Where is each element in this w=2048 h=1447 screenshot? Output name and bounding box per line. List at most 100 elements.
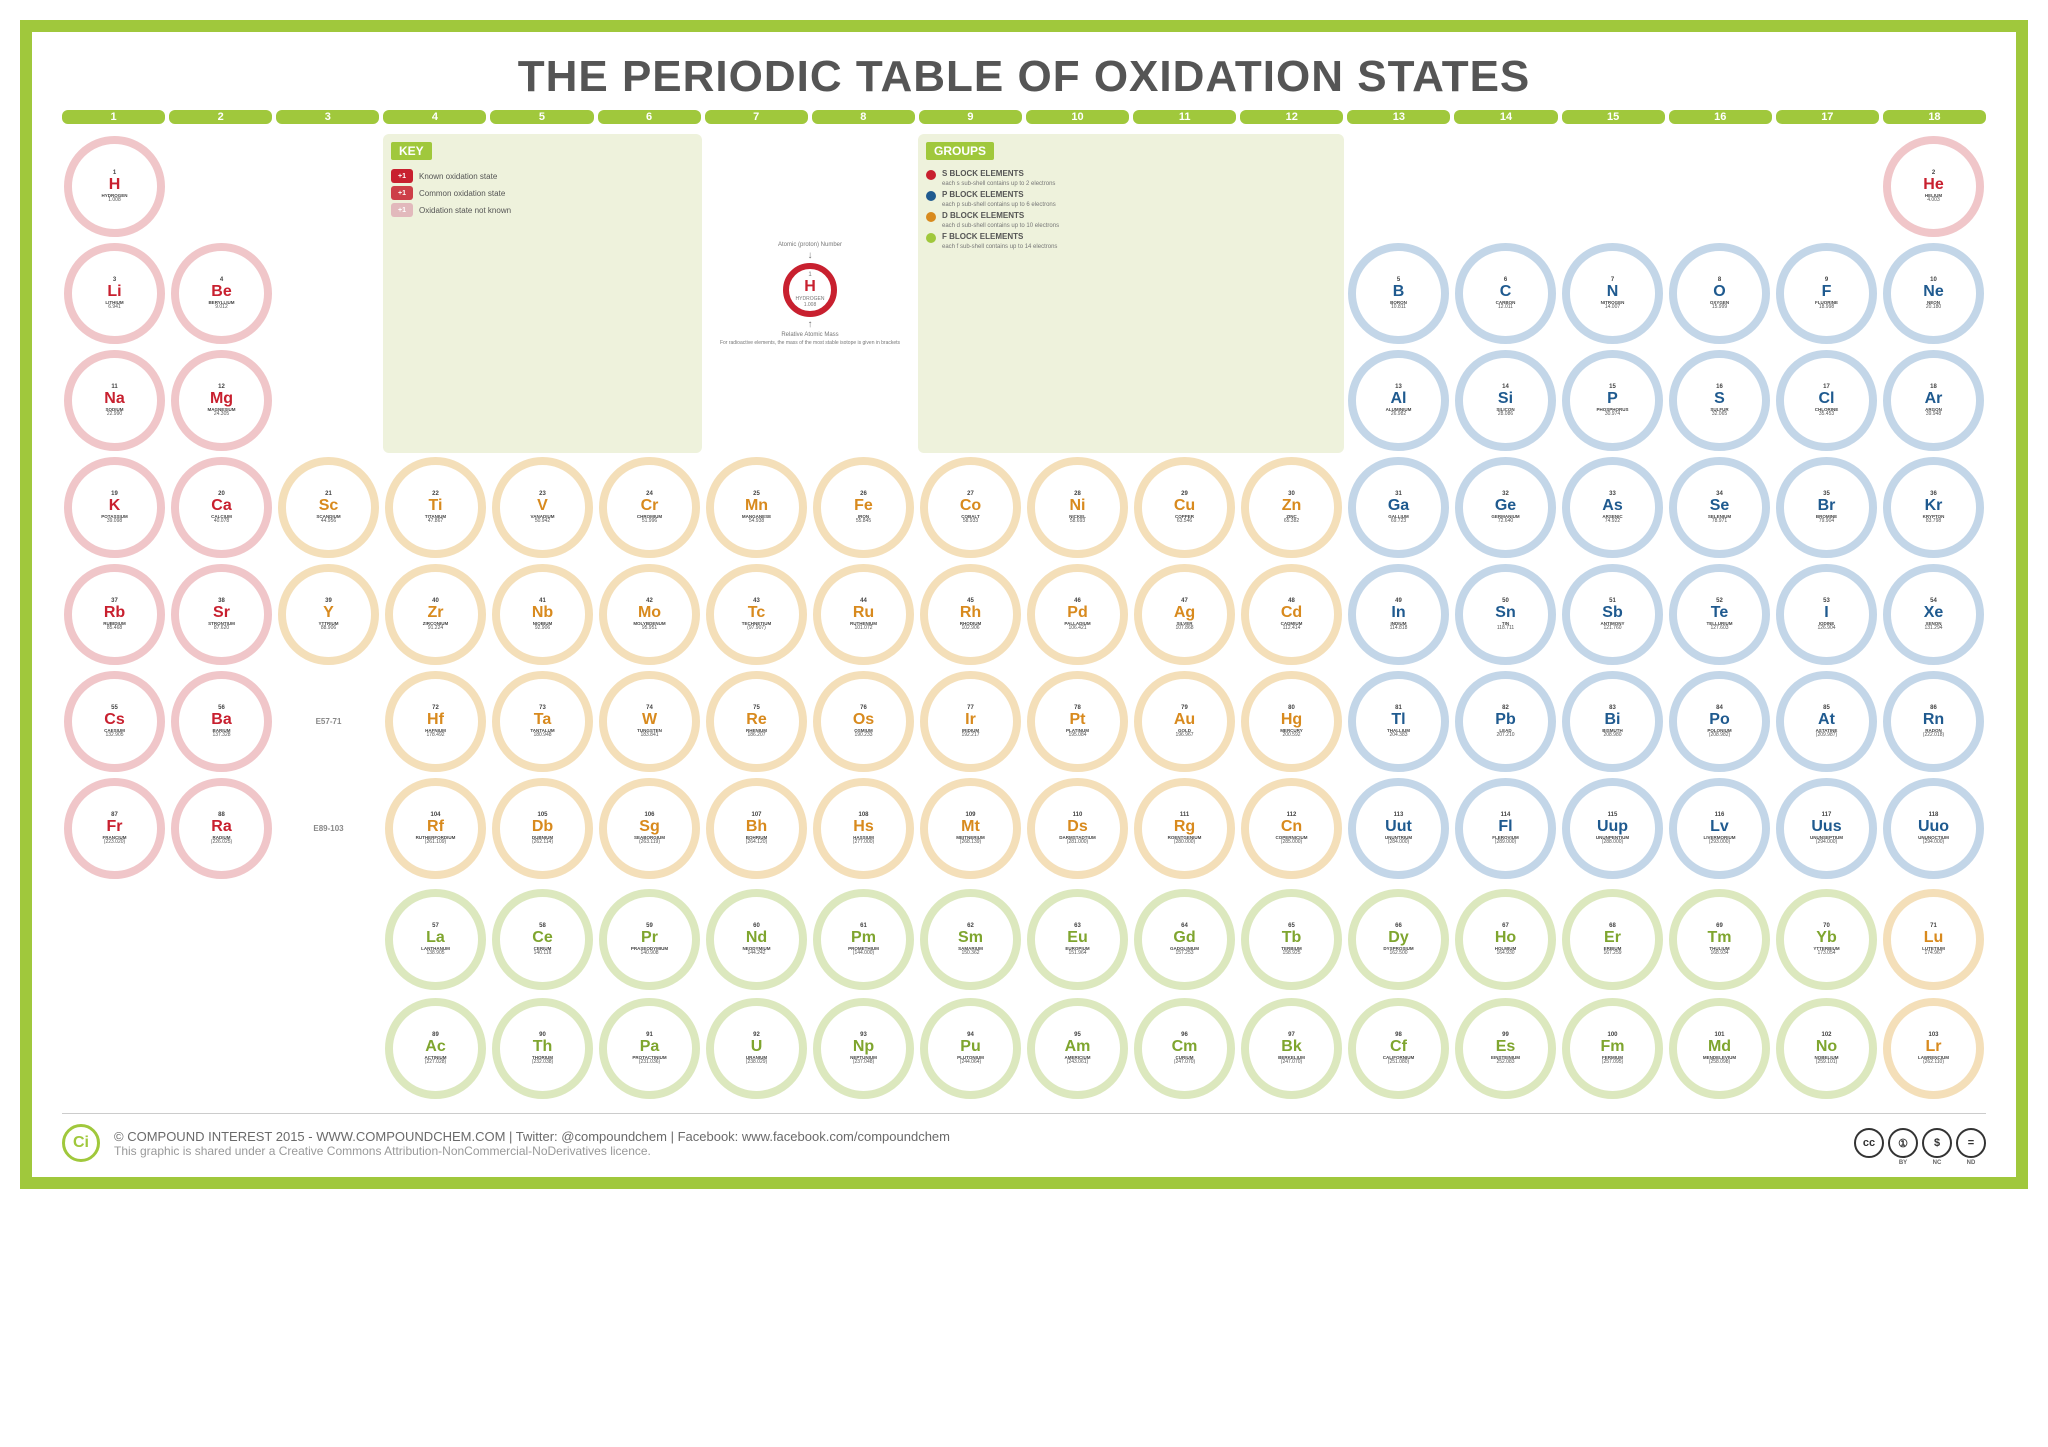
element-Db: 105DbDUBNIUM(262.114) <box>490 776 595 881</box>
atomic-mass: 192.217 <box>961 733 979 738</box>
element-Ag: 47AgSILVER107.868 <box>1132 562 1237 667</box>
element-He: 2HeHELIUM4.003 <box>1881 134 1986 239</box>
element-symbol: Re <box>746 712 766 728</box>
element-symbol: Ru <box>853 605 874 621</box>
atomic-mass: 54.938 <box>749 519 764 524</box>
footer-attribution: © COMPOUND INTEREST 2015 - WWW.COMPOUNDC… <box>114 1129 1840 1144</box>
atomic-mass: (251.080) <box>1388 1060 1409 1065</box>
element-symbol: W <box>642 712 657 728</box>
group-number: 12 <box>1240 110 1343 124</box>
group-number: 2 <box>169 110 272 124</box>
atomic-mass: 28.086 <box>1498 412 1513 417</box>
atomic-number: 1 <box>113 170 116 176</box>
atomic-number: 39 <box>325 598 332 604</box>
atomic-number: 43 <box>753 598 760 604</box>
element-Ra: 88RaRADIUM(226.025) <box>169 776 274 881</box>
element-Uus: 117UusUNUNSEPTIUM(294.000) <box>1774 776 1879 881</box>
element-symbol: At <box>1818 712 1835 728</box>
element-Sc: 21ScSCANDIUM44.956 <box>276 455 381 560</box>
element-symbol: Br <box>1818 498 1836 514</box>
key-chip: +1 <box>391 169 413 183</box>
atomic-mass: 106.421 <box>1068 626 1086 631</box>
atomic-mass: 204.383 <box>1389 733 1407 738</box>
element-symbol: Bi <box>1604 712 1620 728</box>
element-In: 49InINDIUM114.818 <box>1346 562 1451 667</box>
groups-row: F BLOCK ELEMENTSeach f sub-shell contain… <box>926 232 1336 250</box>
atomic-mass: 74.922 <box>1605 519 1620 524</box>
element-symbol: Li <box>107 284 121 300</box>
atomic-mass: 168.934 <box>1710 951 1728 956</box>
atomic-number: 52 <box>1716 598 1723 604</box>
element-Pr: 59PrPRASEODYMIUM140.908 <box>597 887 702 992</box>
element-C: 6CCARBON12.011 <box>1453 241 1558 346</box>
atomic-number: 111 <box>1180 812 1189 818</box>
legend-bottom-label-2: For radioactive elements, the mass of th… <box>720 340 900 346</box>
element-symbol: Ge <box>1495 498 1516 514</box>
element-symbol: Na <box>104 391 124 407</box>
group-number: 8 <box>812 110 915 124</box>
element-Cu: 29CuCOPPER63.546 <box>1132 455 1237 560</box>
atomic-number: 74 <box>646 705 653 711</box>
atomic-number: 93 <box>860 1032 867 1038</box>
atomic-mass: (144.000) <box>853 951 874 956</box>
element-K: 19KPOTASSIUM39.098 <box>62 455 167 560</box>
element-Uup: 115UupUNUNPENTIUM(288.000) <box>1560 776 1665 881</box>
atomic-number: 30 <box>1288 491 1295 497</box>
atomic-mass: 157.253 <box>1175 951 1193 956</box>
element-symbol: Nd <box>746 930 767 946</box>
group-number: 7 <box>705 110 808 124</box>
element-Nb: 41NbNIOBIUM92.906 <box>490 562 595 667</box>
element-Ta: 73TaTANTALUM180.948 <box>490 669 595 774</box>
group-number: 10 <box>1026 110 1129 124</box>
atomic-mass: 121.760 <box>1603 626 1621 631</box>
atomic-number: 105 <box>537 812 547 818</box>
atomic-number: 67 <box>1502 923 1509 929</box>
atomic-mass: 14.007 <box>1605 305 1620 310</box>
element-Eu: 63EuEUROPIUM151.964 <box>1025 887 1130 992</box>
atomic-mass: (232.038) <box>532 1060 553 1065</box>
atomic-mass: 186.207 <box>747 733 765 738</box>
element-Zn: 30ZnZINC65.382 <box>1239 455 1344 560</box>
atomic-number: 54 <box>1930 598 1937 604</box>
element-symbol: Pm <box>851 930 876 946</box>
element-Lv: 116LvLIVERMORIUM(293.000) <box>1667 776 1772 881</box>
atomic-mass: 78.971 <box>1712 519 1727 524</box>
key-chip: +1 <box>391 186 413 200</box>
element-symbol: Ti <box>429 498 443 514</box>
element-symbol: Sc <box>319 498 339 514</box>
poster-frame: THE PERIODIC TABLE OF OXIDATION STATES 1… <box>20 20 2028 1189</box>
actinide-row: 89AcACTINIUM(227.028)90ThTHORIUM(232.038… <box>62 996 1986 1101</box>
element-Co: 27CoCOBALT58.933 <box>918 455 1023 560</box>
atomic-number: 44 <box>860 598 867 604</box>
element-symbol: Sr <box>213 605 230 621</box>
atomic-number: 10 <box>1930 277 1937 283</box>
element-symbol: Zr <box>427 605 443 621</box>
element-Lu: 71LuLUTETIUM174.967 <box>1881 887 1986 992</box>
element-Cn: 112CnCOPERNICIUM(285.000) <box>1239 776 1344 881</box>
atomic-mass: 200.592 <box>1282 733 1300 738</box>
atomic-mass: 178.492 <box>426 733 444 738</box>
element-symbol: Dy <box>1388 930 1408 946</box>
element-symbol: Sm <box>958 930 983 946</box>
element-Sg: 106SgSEABORGIUM(263.119) <box>597 776 702 881</box>
element-Ne: 10NeNEON20.180 <box>1881 241 1986 346</box>
element-I: 53IIODINE126.904 <box>1774 562 1879 667</box>
atomic-number: 118 <box>1929 812 1939 818</box>
atomic-mass: 95.951 <box>642 626 657 631</box>
element-symbol: Pt <box>1069 712 1085 728</box>
element-symbol: Db <box>532 819 553 835</box>
element-symbol: Lr <box>1925 1039 1941 1055</box>
element-Sb: 51SbANTIMONY121.760 <box>1560 562 1665 667</box>
atomic-number: 53 <box>1823 598 1830 604</box>
group-number: 9 <box>919 110 1022 124</box>
atomic-mass: 144.242 <box>747 951 765 956</box>
atomic-number: 110 <box>1073 812 1083 818</box>
element-symbol: Y <box>323 605 334 621</box>
atomic-mass: (285.000) <box>1281 840 1302 845</box>
atomic-number: 42 <box>646 598 653 604</box>
element-Es: 99EsEINSTEINIUM252.083 <box>1453 996 1558 1101</box>
atomic-number: 75 <box>753 705 760 711</box>
element-symbol: O <box>1713 284 1725 300</box>
atomic-mass: 107.868 <box>1175 626 1193 631</box>
key-row: +1Common oxidation state <box>391 186 694 200</box>
